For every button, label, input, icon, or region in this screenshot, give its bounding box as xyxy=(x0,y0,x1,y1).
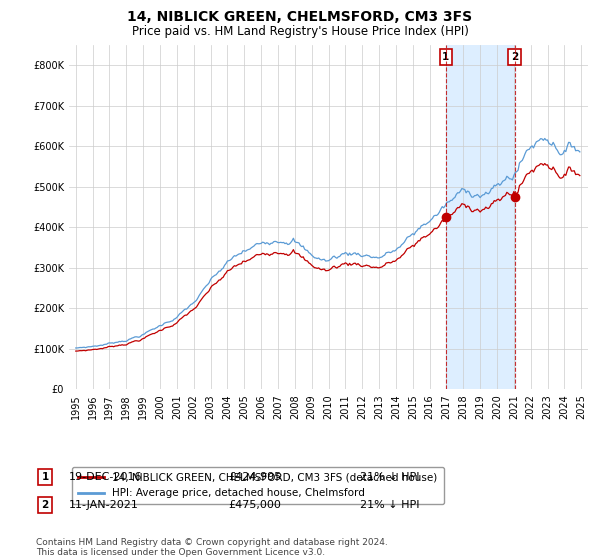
Legend: 14, NIBLICK GREEN, CHELMSFORD, CM3 3FS (detached house), HPI: Average price, det: 14, NIBLICK GREEN, CHELMSFORD, CM3 3FS (… xyxy=(71,466,444,505)
Bar xyxy=(446,45,515,389)
Text: 2: 2 xyxy=(511,52,518,62)
Text: 2: 2 xyxy=(41,500,49,510)
Text: 1: 1 xyxy=(41,472,49,482)
Text: 19-DEC-2016: 19-DEC-2016 xyxy=(69,472,143,482)
Text: 14, NIBLICK GREEN, CHELMSFORD, CM3 3FS: 14, NIBLICK GREEN, CHELMSFORD, CM3 3FS xyxy=(127,10,473,24)
Text: £424,995: £424,995 xyxy=(228,472,281,482)
Text: 11-JAN-2021: 11-JAN-2021 xyxy=(69,500,139,510)
Text: Contains HM Land Registry data © Crown copyright and database right 2024.
This d: Contains HM Land Registry data © Crown c… xyxy=(36,538,388,557)
Text: 21% ↓ HPI: 21% ↓ HPI xyxy=(360,472,419,482)
Text: Price paid vs. HM Land Registry's House Price Index (HPI): Price paid vs. HM Land Registry's House … xyxy=(131,25,469,38)
Text: £475,000: £475,000 xyxy=(228,500,281,510)
Text: 1: 1 xyxy=(442,52,449,62)
Text: 21% ↓ HPI: 21% ↓ HPI xyxy=(360,500,419,510)
